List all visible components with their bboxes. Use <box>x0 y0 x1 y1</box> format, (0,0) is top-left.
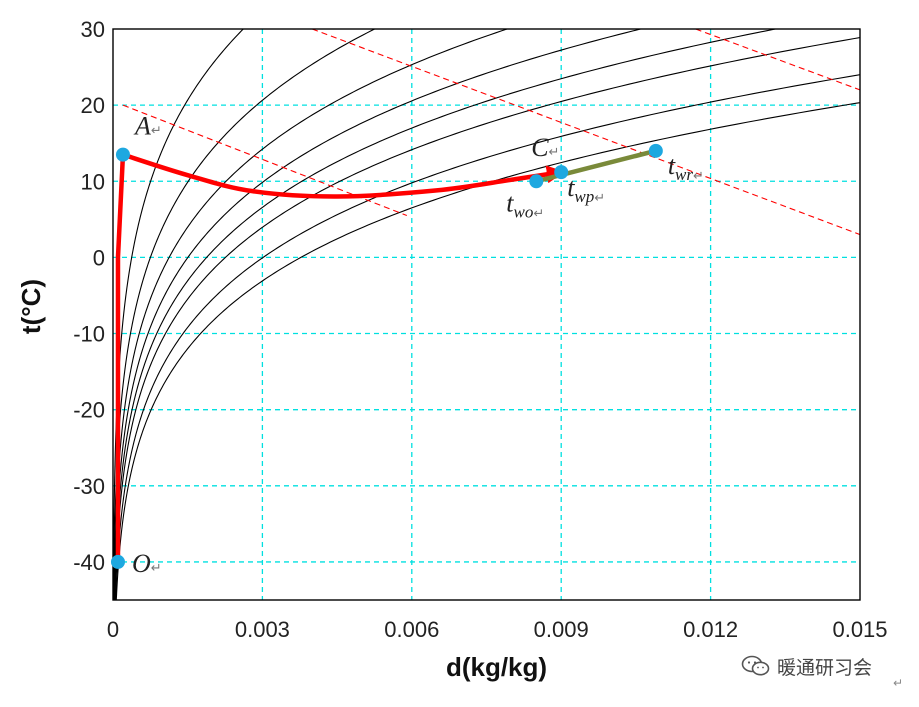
point-label-main: t <box>567 173 575 202</box>
x-tick-label: 0.015 <box>832 617 887 642</box>
point-label-subscript: wp <box>574 187 594 206</box>
point-label: twp↵ <box>567 173 605 206</box>
y-tick-label: -40 <box>73 550 105 575</box>
y-tick-label: -10 <box>73 322 105 347</box>
x-tick-label: 0.006 <box>384 617 439 642</box>
y-tick-label: 20 <box>81 93 105 118</box>
process-line-0 <box>115 152 126 565</box>
point-label: two↵ <box>506 188 544 221</box>
y-axis-title: t(°C) <box>16 279 46 334</box>
process-line-1 <box>120 152 565 199</box>
rh-curve <box>115 102 860 600</box>
point-label-subscript: wr <box>675 165 693 184</box>
point-label-main: t <box>506 188 514 217</box>
rh-curve <box>113 29 375 600</box>
watermark: 暖通研习会 <box>741 651 872 681</box>
point-marker <box>115 147 130 162</box>
point-label: C↵ <box>531 133 559 162</box>
return-mark: ↵ <box>151 561 162 576</box>
return-mark: ↵ <box>533 206 544 221</box>
return-mark: ↵ <box>893 676 904 690</box>
point-label: O↵ <box>132 549 162 578</box>
rh-curve <box>115 74 860 600</box>
point-label-main: t <box>668 151 676 180</box>
grid <box>113 29 860 600</box>
x-tick-label: 0.009 <box>534 617 589 642</box>
point-marker <box>648 143 663 158</box>
point-label: twr↵ <box>668 151 704 184</box>
watermark-text: 暖通研习会 <box>777 656 873 679</box>
point-marker <box>110 554 125 569</box>
y-tick-label: 10 <box>81 169 105 194</box>
plot-area <box>113 29 860 600</box>
x-tick-label: 0.012 <box>683 617 738 642</box>
return-mark: ↵ <box>549 145 560 160</box>
y-tick-label: -30 <box>73 474 105 499</box>
y-tick-label: 30 <box>81 17 105 42</box>
point-label-subscript: wo <box>514 202 534 221</box>
point-marker <box>554 165 569 180</box>
point-marker <box>529 174 544 189</box>
y-tick-label: 0 <box>93 245 105 270</box>
return-mark: ↵ <box>693 169 704 184</box>
point-label-main: A <box>133 112 151 141</box>
plot-frame <box>112 28 861 601</box>
point-label: A↵ <box>133 112 162 141</box>
point-label-main: C <box>531 133 549 162</box>
rh-curve <box>113 29 244 600</box>
y-tick-label: -20 <box>73 398 105 423</box>
return-mark: ↵ <box>151 124 162 139</box>
x-tick-label: 0 <box>107 617 119 642</box>
return-mark: ↵ <box>594 191 605 206</box>
wechat-icon <box>741 655 770 676</box>
enthalpy-line <box>312 29 860 236</box>
x-axis-title: d(kg/kg) <box>446 652 547 682</box>
point-label-main: O <box>132 549 151 578</box>
x-tick-label: 0.003 <box>235 617 290 642</box>
